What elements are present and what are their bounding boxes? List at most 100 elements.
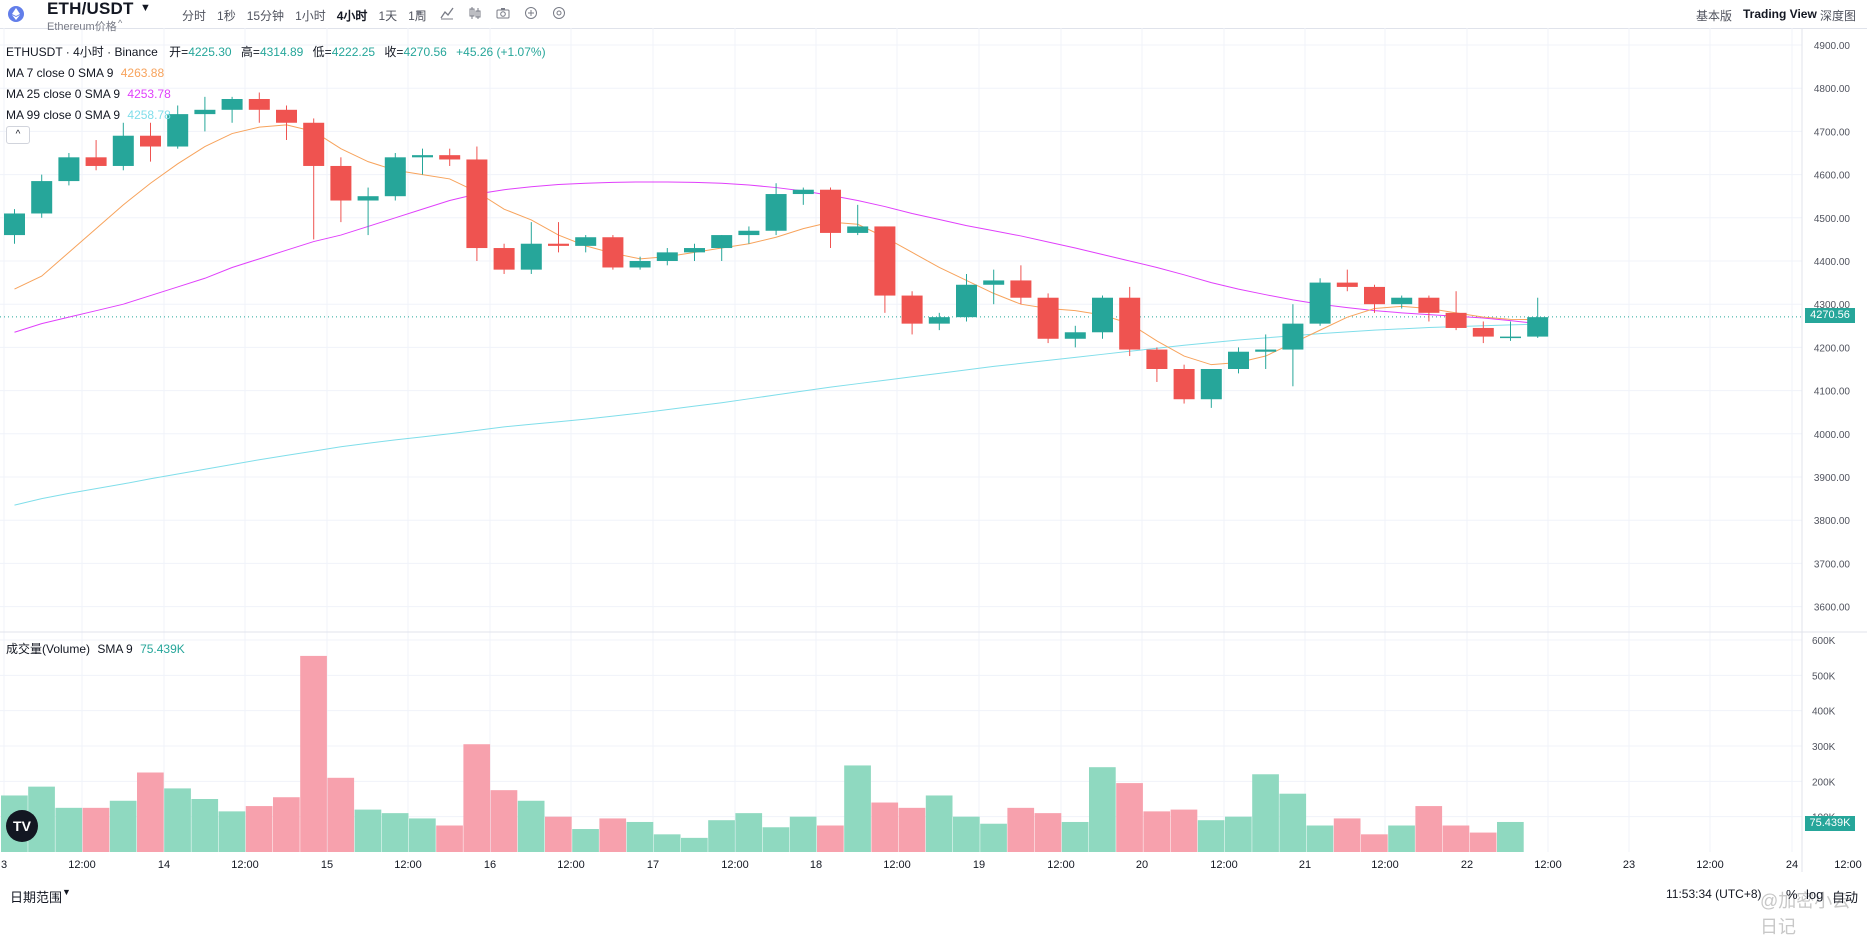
candle-body (983, 280, 1005, 285)
candle (792, 187, 814, 205)
volume-bar (327, 777, 355, 852)
candle-body (1064, 332, 1086, 339)
price-chart[interactable]: 4900.00 4800.00 4700.00 4600.00 4500.00 4400.… (0, 0, 1867, 904)
candle-body (1364, 286, 1385, 305)
date-range-chevron-icon[interactable]: ▼ (62, 887, 71, 897)
candle (1173, 364, 1195, 404)
candle-body (1119, 297, 1141, 350)
volume-bar (109, 800, 137, 852)
candle (629, 256, 651, 270)
volume-bar (517, 800, 545, 852)
interval-tab[interactable]: 分时 (182, 9, 207, 23)
volume-bar (490, 790, 518, 852)
candle-body (820, 189, 841, 233)
camera-icon[interactable] (496, 6, 510, 23)
candle-body (1336, 282, 1358, 287)
interval-selector: 分时 1秒 15分钟 1小时 4小时 1天 1周 (182, 7, 438, 24)
interval-more-icon[interactable]: ▼ (414, 8, 423, 18)
date-range-button[interactable]: 日期范围 (10, 890, 63, 905)
time-axis-label: 17 (647, 859, 659, 871)
volume-bar (545, 816, 572, 852)
volume-bar (599, 818, 627, 852)
candle-body (112, 135, 134, 166)
interval-tab[interactable]: 1秒 (217, 9, 236, 23)
interval-tab[interactable]: 1小时 (295, 9, 326, 23)
price-axis-label: 4800.00 (1814, 84, 1851, 95)
candle (1445, 291, 1467, 331)
ethereum-icon (8, 6, 24, 22)
price-axis-label: 4900.00 (1814, 41, 1851, 52)
auto-toggle[interactable]: 自动 (1832, 890, 1859, 905)
settings-icon[interactable] (552, 6, 566, 23)
interval-tab[interactable]: 1天 (378, 9, 398, 23)
price-axis-label: 4700.00 (1814, 127, 1851, 138)
interval-tab[interactable]: 15分钟 (246, 9, 285, 23)
volume-bar (463, 744, 491, 852)
ma7 (14, 124, 1538, 366)
candle (1364, 284, 1385, 313)
candle (520, 222, 542, 274)
chart-type-icon[interactable] (468, 6, 482, 23)
percent-toggle[interactable]: % (1786, 887, 1798, 902)
indicators-icon[interactable] (440, 6, 454, 23)
candle (1309, 278, 1331, 326)
interval-tab[interactable]: 1周 (408, 9, 427, 23)
volume-bar (626, 821, 654, 852)
candle-body (1309, 282, 1331, 324)
candle-body (1391, 297, 1413, 305)
basic-view-link[interactable]: 基本版 (1696, 9, 1733, 23)
candle-body (1092, 297, 1113, 333)
legend-collapse-button[interactable]: ^ (6, 126, 30, 144)
volume-bar (817, 825, 844, 852)
candle-body (384, 157, 406, 197)
candle (112, 122, 134, 171)
ma7-legend-label: MA 7 close 0 SMA 9 (6, 66, 114, 80)
ma99-line (14, 323, 1538, 506)
candle-body (276, 109, 297, 123)
candle-body (1200, 369, 1222, 400)
candle-body (602, 237, 624, 268)
legend-high-label: 高= (240, 45, 260, 59)
price-axis-label: 4500.00 (1814, 214, 1851, 225)
time-axis-label: 20 (1136, 859, 1148, 871)
candle-body (303, 122, 325, 166)
candle-body (4, 213, 25, 236)
bottom-bar: 日期范围 ▼ 11:53:34 (UTC+8) @加密小云日记 % log 自动 (0, 880, 1867, 937)
time-axis-label: 12:00 (1047, 859, 1075, 871)
volume-bar (1279, 793, 1307, 852)
subtitle-caret-icon[interactable]: ^ (118, 18, 123, 28)
time-axis-label: 22 (1461, 859, 1473, 871)
candle-body (412, 155, 433, 158)
ma25-legend-label: MA 25 close 0 SMA 9 (6, 87, 121, 101)
volume-bar (653, 834, 681, 852)
symbol-dropdown-icon[interactable]: ▼ (140, 2, 151, 14)
time-axis-label: 12:00 (1696, 859, 1724, 871)
volume-bar (681, 837, 708, 852)
log-toggle[interactable]: log (1806, 887, 1824, 902)
candle-body (493, 248, 515, 270)
candle-body (711, 235, 733, 249)
volume-bar (762, 827, 790, 852)
candle (765, 183, 787, 236)
tradingview-logo[interactable]: TV (6, 810, 38, 842)
add-circle-icon[interactable] (524, 6, 538, 23)
clock[interactable]: 11:53:34 (UTC+8) (1666, 887, 1762, 901)
time-axis-label: 12:00 (1371, 859, 1399, 871)
interval-tab-active[interactable]: 4小时 (336, 9, 368, 23)
legend-open-label: 开= (169, 45, 189, 59)
price-axis-label: 4400.00 (1814, 257, 1851, 268)
tradingview-link[interactable]: Trading View (1743, 7, 1817, 21)
volume-bar (871, 802, 899, 852)
volume-bar (708, 820, 735, 852)
candle-body (1173, 369, 1195, 400)
candle (575, 235, 597, 253)
candle (1146, 347, 1168, 382)
candles (4, 92, 1549, 408)
time-axis-label: 16 (484, 859, 496, 871)
candle (1010, 265, 1032, 305)
volume-bar (1089, 767, 1116, 852)
symbol-title[interactable]: ETH/USDT (47, 0, 134, 18)
legend-close-label: 收= (384, 45, 404, 59)
volume-bar (735, 813, 763, 852)
depth-chart-link[interactable]: 深度图 (1820, 9, 1857, 23)
